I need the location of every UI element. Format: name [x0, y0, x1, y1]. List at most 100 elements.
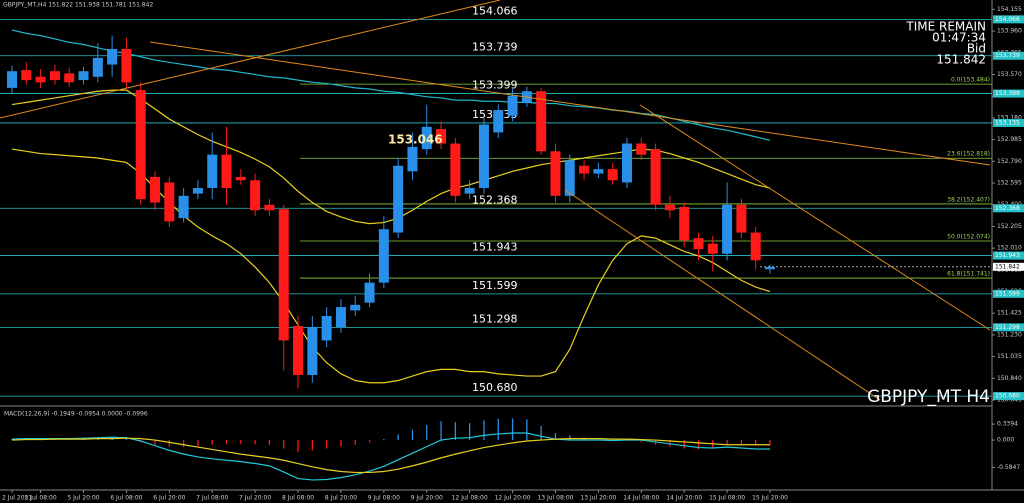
- y-tick-label: 152.205: [997, 223, 1022, 230]
- y-tick-label: 151.425: [997, 310, 1022, 317]
- trendline: [564, 189, 881, 401]
- candle-body: [378, 229, 389, 283]
- candle-body: [536, 91, 547, 152]
- y-tick-label: 151.230: [997, 331, 1022, 338]
- level-label: 151.298: [472, 312, 518, 325]
- candle-body: [278, 209, 289, 341]
- candle-body: [421, 126, 432, 150]
- candle-body: [650, 149, 661, 205]
- y-tick-label: 152.010: [997, 245, 1022, 252]
- candle-body: [92, 57, 103, 77]
- y-tick-label: 151.035: [997, 353, 1022, 360]
- candle-body: [7, 71, 17, 88]
- level-label: 153.739: [472, 41, 518, 54]
- candle-body: [235, 176, 246, 181]
- x-tick-label: 6 Jul 08:00: [110, 495, 142, 502]
- time-remain: 01:47:34: [932, 31, 986, 45]
- level-axis-label: 151.599: [995, 290, 1020, 297]
- level-axis-box: [993, 51, 1024, 60]
- level-axis-label: 151.943: [995, 252, 1020, 259]
- bid-label: Bid: [967, 42, 986, 56]
- x-tick-label: 8 Jul 08:00: [282, 495, 314, 502]
- plot: 154.155153.960153.765153.570153.375153.1…: [0, 4, 1024, 502]
- candle-body: [493, 110, 504, 133]
- candle-body: [765, 267, 775, 270]
- candle-body: [321, 315, 332, 341]
- x-tick-label: 5 Jul 20:00: [67, 495, 99, 502]
- candle-body: [621, 143, 632, 183]
- x-tick-label: 5 Jul 08:00: [25, 495, 57, 502]
- x-tick-label: 14 Jul 20:00: [666, 495, 702, 502]
- candle-body: [393, 165, 404, 233]
- y-tick-label: 154.155: [997, 6, 1022, 13]
- candle-body: [64, 73, 75, 83]
- candle-body: [192, 188, 203, 194]
- candle-body: [107, 48, 118, 65]
- level-axis-box: [993, 323, 1024, 332]
- candle-body: [550, 151, 561, 196]
- candle-body: [564, 160, 575, 196]
- trendline: [149, 41, 991, 166]
- macd-line: [11, 437, 770, 474]
- bid-axis-label: 151.842: [995, 263, 1020, 270]
- x-tick-label: 7 Jul 08:00: [196, 495, 228, 502]
- level-axis-box: [993, 89, 1024, 98]
- x-tick-label: 9 Jul 20:00: [411, 495, 443, 502]
- x-tick-label: 13 Jul 20:00: [580, 495, 616, 502]
- candle-body: [293, 326, 304, 375]
- x-tick-label: 2 Jul 2021: [2, 495, 32, 502]
- candle-body: [121, 48, 132, 83]
- trendline: [0, 0, 501, 119]
- level-label: 150.680: [472, 381, 518, 394]
- candle-body: [307, 327, 318, 375]
- candle-body: [478, 124, 489, 189]
- fib-label: 0.0(153.484): [951, 77, 990, 84]
- y-tick-label: 153.960: [997, 28, 1022, 35]
- y-tick-label: 153.570: [997, 71, 1022, 78]
- candle-body: [636, 143, 647, 155]
- bid-value: 151.842: [936, 53, 986, 67]
- candle-body: [364, 282, 375, 303]
- candle-body: [693, 238, 704, 250]
- candle-body: [579, 165, 590, 174]
- candle-body: [250, 180, 261, 211]
- candle-body: [178, 195, 189, 219]
- indicator-line: [11, 29, 771, 141]
- candle-body: [750, 232, 761, 261]
- y-tick-label: 152.595: [997, 180, 1022, 187]
- level-label: 151.943: [472, 241, 518, 254]
- x-tick-label: 15 Jul 20:00: [752, 495, 788, 502]
- level-label: 151.599: [472, 279, 518, 292]
- candle-body: [593, 169, 604, 174]
- chart-header: GBPJPY_MT,H4 151.822 151.938 151.781 151…: [3, 2, 153, 9]
- candle-body: [21, 70, 32, 81]
- x-tick-label: 6 Jul 20:00: [153, 495, 185, 502]
- level-axis-box: [993, 392, 1024, 401]
- time-remain-label: TIME REMAIN: [905, 20, 986, 34]
- candle-body: [207, 154, 218, 189]
- level-axis-box: [993, 251, 1024, 260]
- candle-body: [707, 243, 718, 254]
- candle-body: [49, 71, 60, 81]
- price-annotation: 153.046: [388, 133, 443, 147]
- candle-body: [464, 188, 475, 194]
- candle-body: [436, 129, 447, 144]
- level-axis-label: 154.066: [995, 16, 1020, 23]
- level-axis-label: 152.368: [995, 205, 1020, 212]
- candle-body: [135, 90, 146, 200]
- level-axis-box: [993, 289, 1024, 298]
- candle-body: [350, 304, 361, 311]
- candle-body: [164, 182, 175, 222]
- level-axis-label: 153.739: [995, 52, 1020, 59]
- level-axis-label: 153.399: [995, 90, 1020, 97]
- level-label: 154.066: [472, 4, 518, 17]
- level-axis-label: 151.298: [995, 324, 1020, 331]
- level-axis-box: [993, 15, 1024, 24]
- x-tick-label: 12 Jul 08:00: [452, 495, 488, 502]
- fib-label: 61.8(151.741): [947, 271, 990, 278]
- candle-body: [679, 206, 690, 241]
- x-tick-label: 15 Jul 08:00: [709, 495, 745, 502]
- candle-body: [450, 143, 461, 196]
- candle-body: [150, 176, 161, 203]
